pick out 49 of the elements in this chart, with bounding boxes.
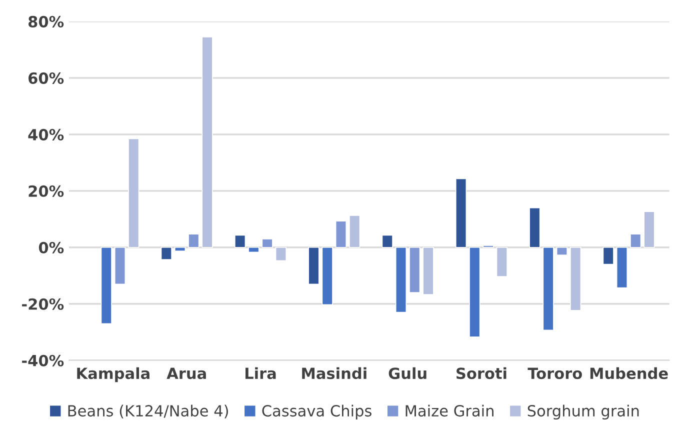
x-tick-label: Mubende [590, 367, 668, 380]
bar [114, 246, 126, 285]
bar [322, 246, 333, 306]
bar [469, 246, 480, 338]
bar [128, 138, 140, 248]
legend-label: Maize Grain [406, 404, 494, 417]
bar [100, 246, 112, 324]
bar [556, 246, 568, 256]
bar [630, 234, 642, 248]
bar [349, 215, 360, 248]
bar [202, 36, 213, 248]
bar [188, 234, 200, 248]
bar [496, 246, 508, 277]
bar [529, 207, 540, 248]
bar [616, 246, 628, 288]
y-tick-label: 20% [28, 185, 64, 197]
x-tick-label: Arua [166, 368, 206, 380]
bar [422, 246, 434, 295]
bar [262, 238, 273, 248]
bar [455, 178, 467, 248]
bar [382, 234, 393, 248]
x-tick-label: Lira [246, 367, 276, 380]
bar [234, 234, 246, 248]
x-tick-label: Masindi [302, 367, 366, 380]
y-tick-label: -20% [22, 298, 64, 310]
x-tick-label: Kampala [77, 367, 150, 382]
y-tick-label: 0% [38, 242, 64, 254]
x-tick-label: Gulu [388, 367, 426, 380]
bar [542, 246, 554, 331]
y-tick-label: 40% [28, 128, 64, 140]
y-tick-label: 60% [28, 72, 64, 84]
legend-label: Sorghum grain [528, 404, 639, 420]
bar [644, 211, 655, 248]
bar [335, 220, 347, 248]
bar [174, 246, 186, 252]
x-tick-label: Soroti [456, 367, 506, 380]
bar [275, 246, 287, 262]
bar [248, 246, 260, 253]
bar [409, 246, 420, 293]
bar [602, 246, 614, 265]
legend-label: Cassava Chips [262, 404, 372, 420]
bar [570, 246, 582, 311]
y-tick-label: 80% [28, 16, 64, 28]
bar [308, 246, 320, 285]
x-tick-label: Tororo [528, 368, 582, 380]
bar [160, 246, 172, 260]
bar [395, 246, 407, 313]
legend-label: Beans (K124/Nabe 4) [68, 404, 228, 418]
y-tick-label: -40% [22, 354, 64, 366]
